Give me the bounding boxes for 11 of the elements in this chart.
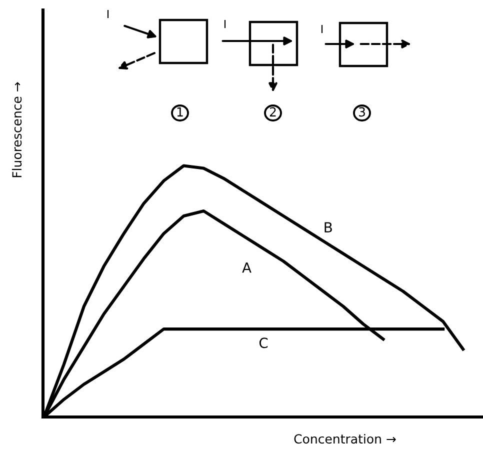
text: 1 <box>177 107 183 116</box>
series-label: A <box>242 262 252 273</box>
text: 2 <box>270 107 276 116</box>
series-label: C <box>259 338 268 348</box>
text: I <box>107 10 109 18</box>
text: 3 <box>358 107 365 117</box>
x-axis-title: Concentration → <box>294 434 396 444</box>
text: I <box>321 24 323 34</box>
text: I <box>224 20 226 28</box>
series-label: B <box>324 222 332 232</box>
y-axis-title: Fluorescence → <box>12 82 22 178</box>
